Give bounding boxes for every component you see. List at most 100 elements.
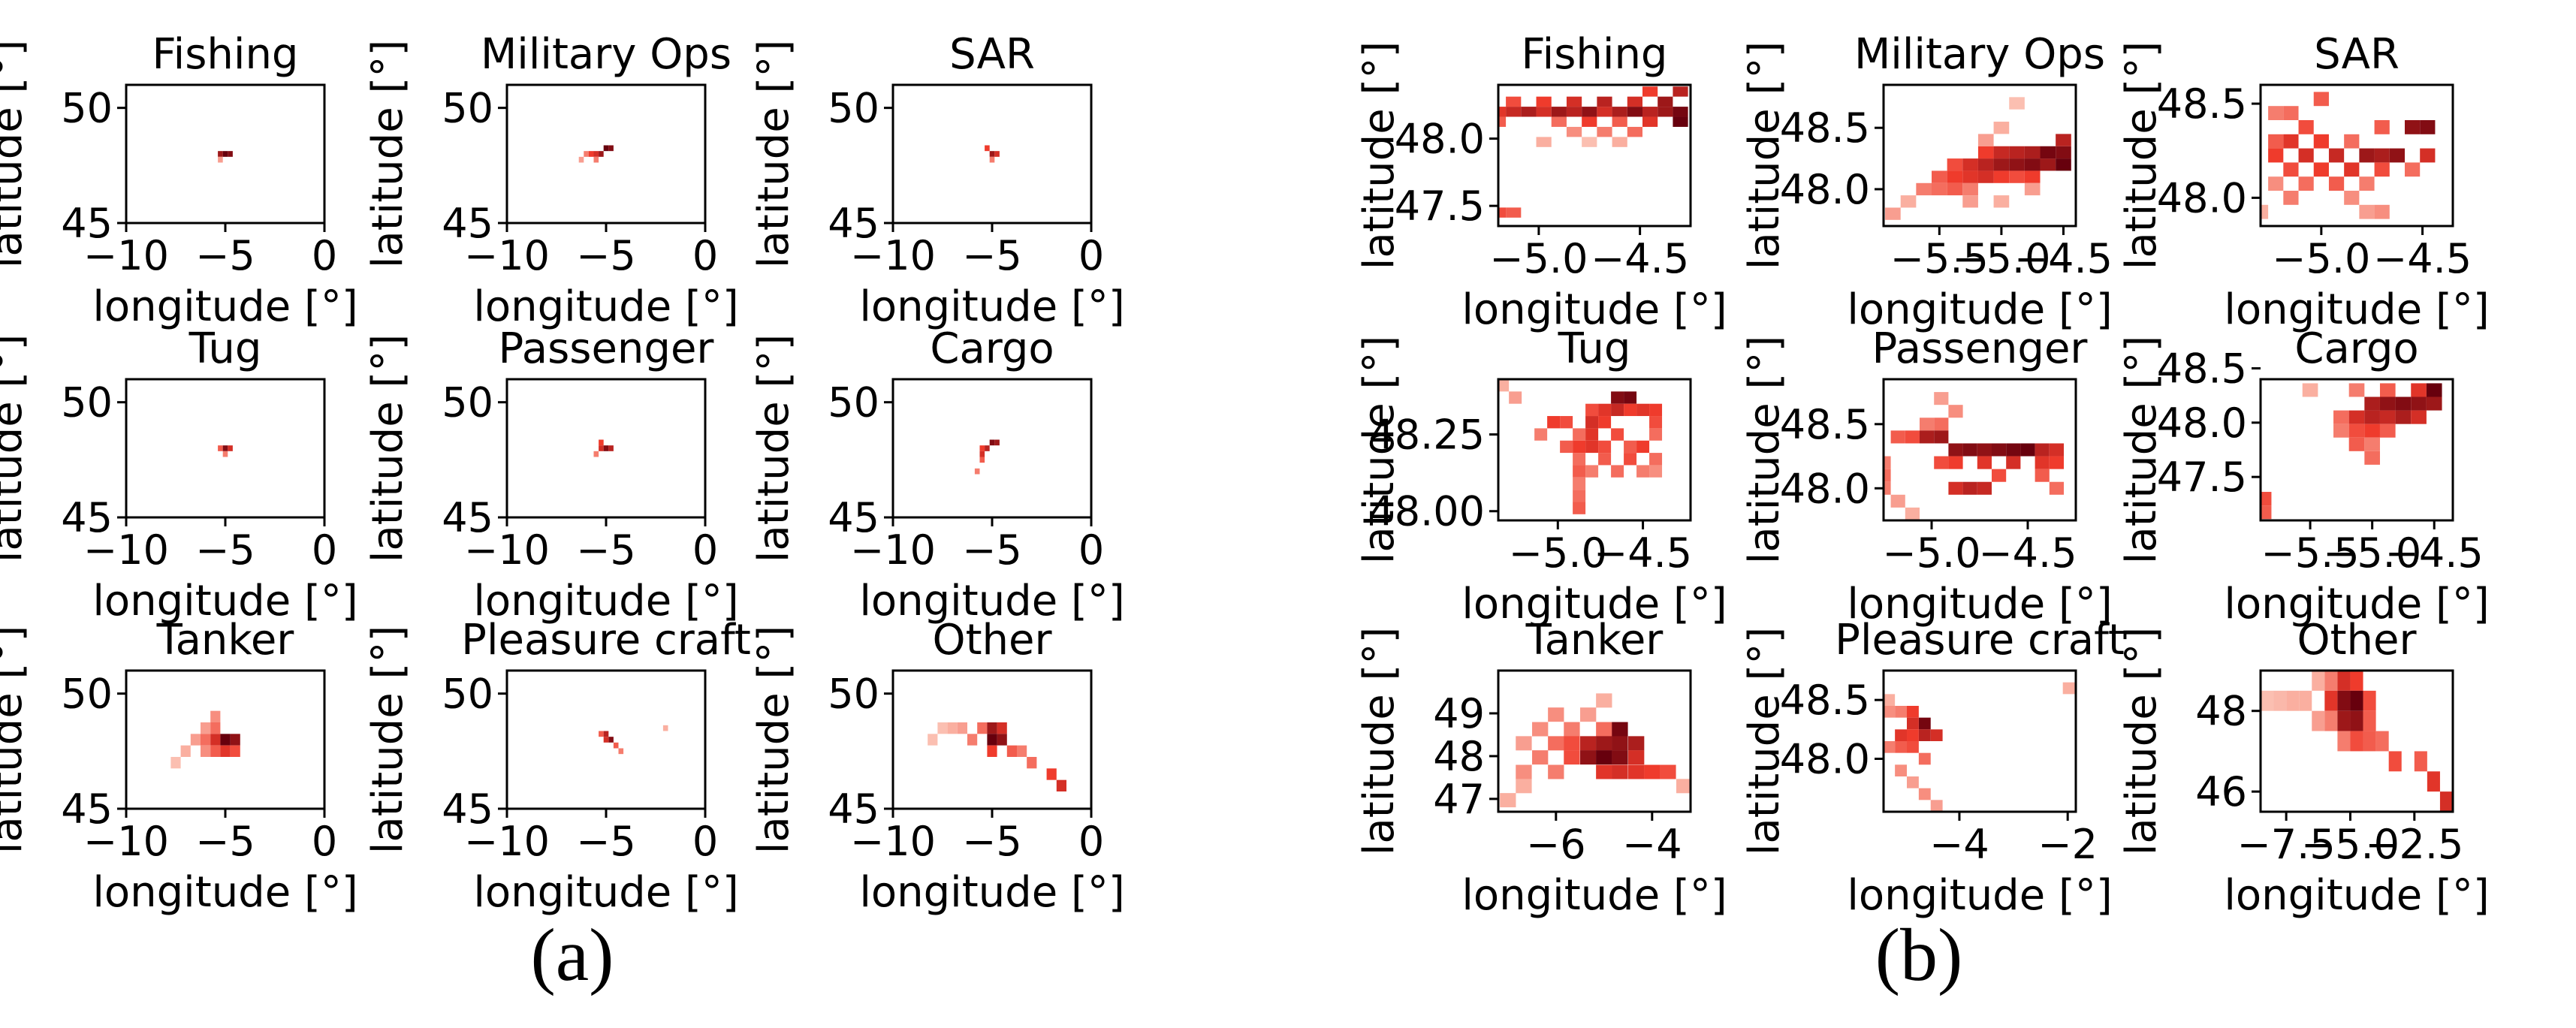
subplot-title: Pleasure craft — [1835, 616, 2125, 665]
heatmap-cell — [1598, 453, 1612, 466]
heatmap-cell — [170, 757, 181, 769]
heatmap-cell — [2374, 204, 2390, 219]
heatmap-cell — [1582, 116, 1597, 127]
heatmap-cell — [997, 722, 1007, 734]
heatmap-cell — [608, 737, 614, 743]
heatmap-cell — [1596, 722, 1612, 737]
heatmap-cell — [1649, 428, 1663, 441]
heatmap-cell — [1885, 207, 1901, 220]
heatmap-cell — [1992, 469, 2007, 482]
x-tick-label: −5.5 — [1890, 235, 1989, 282]
heatmap-cell — [1627, 96, 1642, 107]
heatmap-cell — [1918, 788, 1931, 800]
heatmap-cell — [220, 745, 231, 757]
heatmap-cell — [2035, 469, 2050, 482]
heatmap-cell — [2333, 410, 2349, 424]
x-tick-label: −5 — [962, 818, 1022, 865]
heatmap-cells — [2261, 92, 2436, 219]
heatmap-cell — [2348, 424, 2365, 438]
heatmap-cell — [928, 734, 938, 746]
heatmap-cell — [1006, 745, 1017, 757]
heatmap-cell — [1596, 736, 1612, 751]
heatmap-cell — [987, 745, 997, 757]
y-tick-label: 48.5 — [1780, 401, 1870, 448]
heatmap-cell — [2312, 671, 2325, 691]
heatmap-cell — [1547, 416, 1561, 429]
heatmap-cell — [2299, 690, 2312, 711]
heatmap-cell — [2283, 106, 2299, 120]
subplot-a-9: −10 −5 0 45 50 Other longitude [°] latitude [°] — [750, 616, 1125, 917]
heatmap-cell — [1993, 122, 2010, 134]
heatmap-cell — [1636, 440, 1650, 454]
heatmap-cell — [222, 151, 228, 157]
heatmap-cell — [1884, 469, 1891, 482]
heatmap-cell — [1962, 170, 1978, 183]
heatmap-cell — [1977, 170, 1994, 183]
heatmap-cell — [1907, 776, 1919, 788]
heatmap-cell — [937, 722, 948, 734]
y-tick-label: 45 — [442, 200, 493, 247]
heatmap-cell — [210, 710, 221, 722]
heatmap-cell — [2350, 731, 2363, 752]
x-tick-label: 0 — [312, 526, 337, 574]
heatmap-cell — [1642, 107, 1658, 117]
heatmap-cell — [1900, 195, 1917, 208]
x-axis-label: longitude [°] — [92, 282, 357, 331]
heatmap-cell — [1628, 750, 1645, 765]
heatmap-cell — [1993, 195, 2010, 208]
heatmap-cell — [603, 445, 609, 451]
heatmap-cell — [2313, 92, 2329, 107]
subplot-title: Tanker — [1525, 616, 1664, 665]
x-tick-label: −5 — [195, 232, 255, 279]
heatmap-cell — [1948, 456, 1963, 469]
x-tick-label: −5.0 — [2323, 529, 2421, 577]
y-tick-label: 48.00 — [1368, 488, 1485, 535]
heatmap-cell — [593, 156, 599, 163]
x-axis-label: longitude [°] — [92, 868, 357, 917]
subplot-title: Other — [2297, 616, 2417, 665]
x-axis-label: longitude [°] — [473, 577, 738, 626]
x-tick-label: −5.0 — [1509, 529, 1607, 577]
axes-frame — [1882, 83, 2077, 228]
heatmap-cell — [2379, 383, 2396, 397]
heatmap-cell — [1932, 170, 1947, 183]
heatmap-cell — [578, 156, 584, 163]
heatmap-cell — [2364, 410, 2380, 424]
heatmap-cell — [2324, 710, 2338, 731]
y-tick-label: 50 — [61, 671, 113, 718]
heatmap-cell — [230, 734, 240, 746]
x-tick-label: −4.5 — [2373, 235, 2472, 282]
subplot-b-2: −5.5−5.0−4.5 48.0 48.5 Military Ops longitud… — [1740, 30, 2113, 334]
heatmap-cell — [2374, 148, 2390, 163]
heatmap-cell — [2388, 751, 2402, 772]
heatmap-cell — [997, 734, 1007, 746]
heatmap-cell — [1611, 465, 1624, 478]
heatmap-cell — [1566, 126, 1582, 137]
subplot-b-1: −5.0 −4.5 47.5 48.0 Fishing longitude [°] lati… — [1355, 30, 1727, 334]
subplot-title: SAR — [949, 30, 1035, 79]
heatmap-cell — [2344, 162, 2360, 177]
heatmap-cell — [1551, 107, 1567, 117]
x-tick-label: −5 — [195, 818, 255, 865]
y-axis-label: latitude [°] — [363, 334, 412, 562]
x-tick-label: −5.0 — [1952, 235, 2050, 282]
y-axis-label: latitude [°] — [1355, 336, 1404, 564]
y-axis-label: latitude [°] — [750, 626, 798, 854]
heatmap-cell — [1948, 481, 1963, 495]
heatmap-cell — [2040, 158, 2056, 171]
y-tick-label: 48.5 — [1780, 104, 1870, 152]
heatmap-cell — [2344, 134, 2360, 149]
y-axis-label: latitude [°] — [0, 40, 32, 268]
heatmap-cell — [2420, 120, 2436, 134]
heatmap-cell — [1948, 443, 1963, 457]
heatmap-cell — [2056, 146, 2071, 159]
x-axis-label: longitude [°] — [2224, 871, 2489, 920]
heatmap-cell — [218, 156, 223, 163]
y-tick-label: 49 — [1433, 690, 1485, 737]
heatmap-cell — [1551, 116, 1567, 127]
heatmap-cells — [2261, 383, 2442, 520]
heatmap-cell — [2298, 120, 2314, 134]
heatmap-cell — [603, 737, 609, 743]
heatmap-cell — [2313, 162, 2329, 177]
